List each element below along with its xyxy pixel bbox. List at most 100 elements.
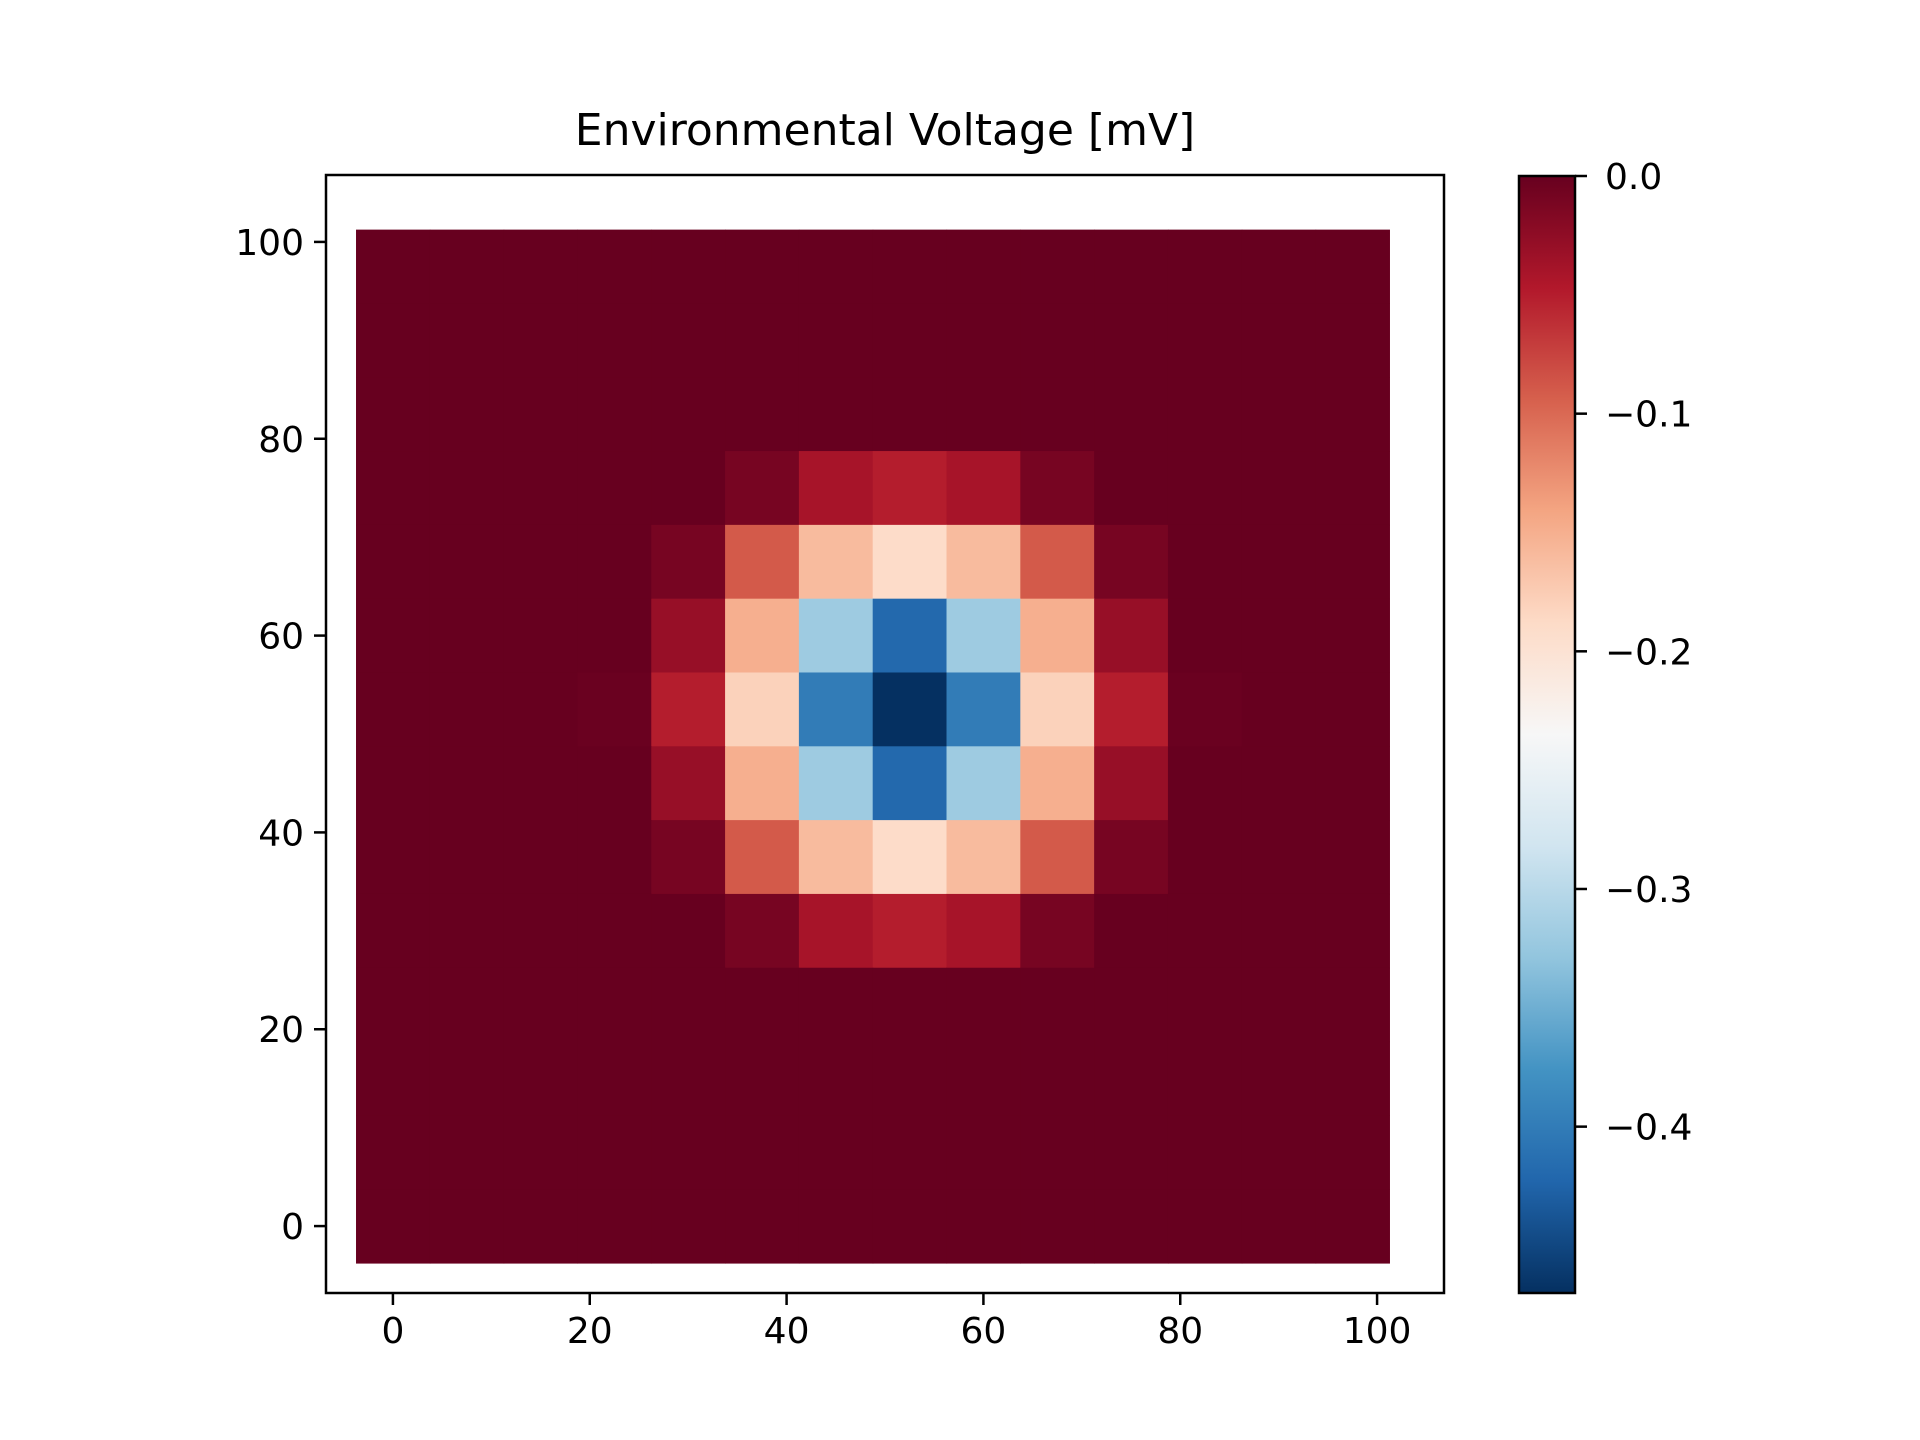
- heatmap-cell: [872, 598, 948, 674]
- heatmap-cell: [1167, 820, 1243, 895]
- heatmap-cell: [503, 1189, 579, 1264]
- heatmap-cell: [1020, 967, 1095, 1043]
- x-tick-label: 60: [961, 1311, 1007, 1352]
- x-tick-label: 20: [567, 1311, 613, 1352]
- heatmap-cell: [651, 820, 726, 895]
- heatmap-cell: [577, 967, 652, 1043]
- heatmap-cell: [503, 1041, 579, 1116]
- heatmap-cell: [725, 524, 800, 600]
- colorbar-frame: [1517, 174, 1577, 1295]
- heatmap-cell: [1241, 598, 1317, 674]
- heatmap-cell: [798, 377, 874, 452]
- heatmap-cell: [946, 524, 1021, 600]
- x-tick-label: 0: [381, 1311, 404, 1352]
- heatmap-cell: [872, 967, 948, 1043]
- colorbar-tick-label: 0.0: [1605, 157, 1662, 198]
- heatmap-cell: [356, 1041, 431, 1116]
- heatmap-cell: [1315, 967, 1390, 1043]
- heatmap-cell: [503, 303, 579, 378]
- heatmap-cell: [946, 1041, 1021, 1116]
- heatmap-cell: [503, 820, 579, 895]
- heatmap-cell: [1315, 820, 1390, 895]
- heatmap-cell: [1241, 377, 1317, 452]
- heatmap-cell: [1020, 524, 1095, 600]
- heatmap-cell: [1094, 746, 1169, 821]
- heatmap-cell: [356, 893, 431, 969]
- heatmap-cell: [798, 820, 874, 895]
- heatmap-cell: [503, 229, 579, 305]
- heatmap-cell: [1241, 820, 1317, 895]
- heatmap-cell: [651, 303, 726, 378]
- heatmap-cell: [872, 524, 948, 600]
- heatmap-cell: [725, 1115, 800, 1190]
- heatmap-cell: [356, 967, 431, 1043]
- heatmap-cell: [872, 229, 948, 305]
- heatmap-cell: [429, 451, 505, 526]
- heatmap-cell: [577, 1041, 652, 1116]
- heatmap-cells: [356, 229, 1390, 1264]
- heatmap-cell: [1241, 1115, 1317, 1190]
- heatmap-cell: [503, 746, 579, 821]
- heatmap-cell: [1241, 967, 1317, 1043]
- heatmap-cell: [503, 1115, 579, 1190]
- heatmap-cell: [651, 1115, 726, 1190]
- heatmap-cell: [1167, 967, 1243, 1043]
- heatmap-cell: [503, 967, 579, 1043]
- heatmap-cell: [429, 1041, 505, 1116]
- heatmap-cell: [798, 524, 874, 600]
- colorbar-tick-label: −0.2: [1605, 632, 1692, 673]
- heatmap-cell: [946, 893, 1021, 969]
- heatmap-cell: [577, 893, 652, 969]
- heatmap-cell: [1167, 1115, 1243, 1190]
- heatmap-cell: [651, 746, 726, 821]
- heatmap-cell: [429, 377, 505, 452]
- heatmap-cell: [1241, 303, 1317, 378]
- heatmap-cell: [946, 820, 1021, 895]
- heatmap-cell: [1094, 967, 1169, 1043]
- heatmap-cell: [1241, 229, 1317, 305]
- heatmap-cell: [1167, 1189, 1243, 1264]
- heatmap-cell: [946, 377, 1021, 452]
- heatmap-cell: [356, 451, 431, 526]
- heatmap-cell: [725, 229, 800, 305]
- heatmap-cell: [946, 1189, 1021, 1264]
- heatmap-cell: [798, 598, 874, 674]
- heatmap-cell: [1094, 524, 1169, 600]
- heatmap-cell: [577, 451, 652, 526]
- heatmap-cell: [1167, 1041, 1243, 1116]
- heatmap-cell: [1094, 303, 1169, 378]
- heatmap-cell: [1167, 303, 1243, 378]
- heatmap-cell: [577, 746, 652, 821]
- heatmap-cell: [1094, 451, 1169, 526]
- heatmap-cell: [356, 746, 431, 821]
- heatmap-cell: [872, 377, 948, 452]
- y-tick-label: 20: [258, 1010, 304, 1051]
- heatmap-cell: [429, 967, 505, 1043]
- heatmap-cell: [577, 303, 652, 378]
- heatmap-cell: [429, 672, 505, 747]
- heatmap-cell: [651, 524, 726, 600]
- heatmap-cell: [1094, 1115, 1169, 1190]
- heatmap-cell: [1315, 377, 1390, 452]
- heatmap-cell: [356, 1115, 431, 1190]
- heatmap-cell: [872, 672, 948, 747]
- heatmap-cell: [577, 229, 652, 305]
- heatmap-cell: [946, 598, 1021, 674]
- heatmap-cell: [651, 893, 726, 969]
- heatmap-cell: [1315, 451, 1390, 526]
- colorbar-tick-label: −0.4: [1605, 1108, 1692, 1149]
- heatmap-cell: [1315, 1115, 1390, 1190]
- heatmap-cell: [1094, 893, 1169, 969]
- heatmap-cell: [1241, 1041, 1317, 1116]
- heatmap-cell: [1020, 598, 1095, 674]
- heatmap-cell: [798, 229, 874, 305]
- heatmap-cell: [1167, 229, 1243, 305]
- heatmap-cell: [946, 451, 1021, 526]
- heatmap-cell: [577, 672, 652, 747]
- heatmap-cell: [872, 451, 948, 526]
- heatmap-cell: [1167, 893, 1243, 969]
- colorbar-fill: [1519, 176, 1575, 1293]
- heatmap-cell: [946, 746, 1021, 821]
- x-tick-label: 80: [1157, 1311, 1203, 1352]
